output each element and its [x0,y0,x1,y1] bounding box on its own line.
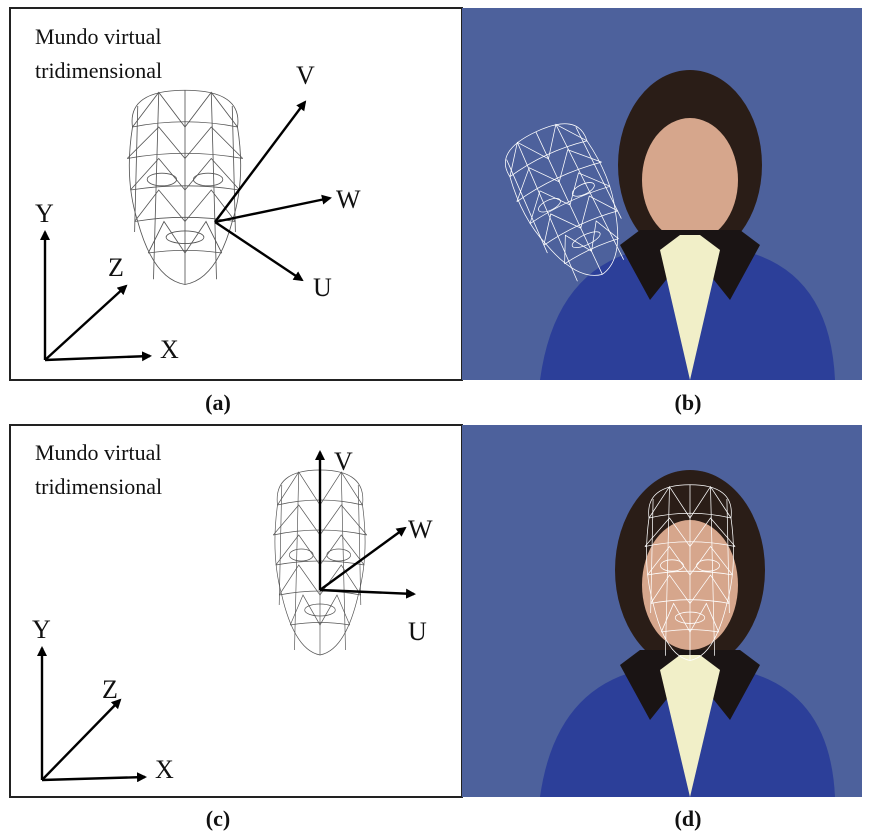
axis-arrow [214,221,304,282]
axis-label: Z [108,253,124,282]
photo-b [462,8,862,380]
caption: (a) [205,390,231,415]
axis-label: Y [32,615,51,644]
panel-title: Mundo virtual [35,440,162,465]
caption: (b) [675,390,702,415]
caption: (d) [675,806,702,831]
axis-label: Y [35,199,54,228]
photo-d [462,425,862,797]
axis-label: V [334,447,353,476]
panel-title: Mundo virtual [35,24,162,49]
axis-label: Z [102,675,118,704]
axis-label: U [313,273,332,302]
axis-arrow [41,772,147,783]
panel-title: tridimensional [35,474,162,499]
axis-label: W [336,185,361,214]
axis-arrow [319,588,416,599]
axis-arrow [214,194,332,224]
panel-title: tridimensional [35,58,162,83]
axis-label: W [408,515,433,544]
axis-label: X [155,755,174,784]
axis-arrow [44,284,128,361]
axis-label: X [160,335,179,364]
axis-label: V [296,61,315,90]
axis-arrow [41,698,122,781]
axis-arrow [214,100,307,223]
axis-label: U [408,617,427,646]
axis-arrow [319,526,407,591]
axis-arrow [44,351,152,362]
caption: (c) [206,806,230,831]
